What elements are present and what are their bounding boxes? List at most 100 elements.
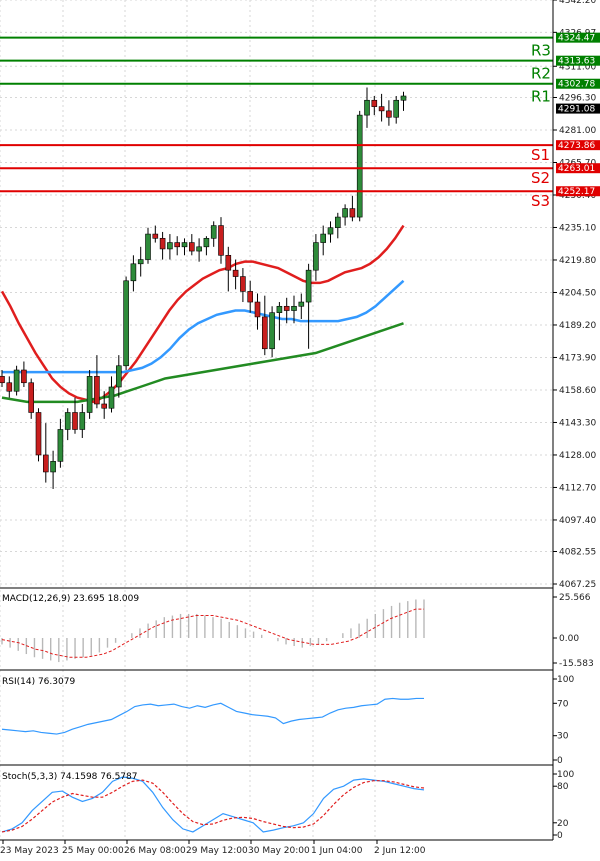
candle bbox=[101, 391, 107, 419]
y-tick-label: 4173.90 bbox=[559, 353, 596, 363]
candle bbox=[13, 365, 20, 396]
candle bbox=[225, 246, 232, 292]
last-price-tag bbox=[556, 103, 600, 114]
y-tick-label: 4342.20 bbox=[559, 0, 596, 6]
candle bbox=[247, 280, 253, 313]
candle-body-up bbox=[108, 386, 115, 409]
x-tick-label: 2 Jun 12:00 bbox=[374, 846, 426, 856]
candle-body-down bbox=[283, 305, 290, 311]
level-price-tag bbox=[556, 32, 600, 43]
candle-body-down bbox=[225, 255, 232, 271]
candle bbox=[393, 96, 400, 124]
candle bbox=[0, 370, 5, 387]
candle bbox=[189, 234, 195, 256]
level-price-tag bbox=[556, 163, 600, 174]
candle bbox=[371, 96, 378, 116]
candle bbox=[349, 195, 356, 222]
candle-body-up bbox=[364, 99, 370, 116]
candle bbox=[305, 263, 312, 349]
y-tick-label: 4219.80 bbox=[559, 256, 596, 266]
last-price-label: 4291.08 bbox=[558, 105, 595, 115]
candle bbox=[313, 234, 319, 281]
stoch-y-tick-label: 0 bbox=[557, 831, 563, 841]
candle-body-up bbox=[145, 233, 151, 260]
candle bbox=[218, 217, 224, 264]
candle bbox=[364, 87, 370, 128]
candle bbox=[50, 450, 56, 489]
candle bbox=[342, 204, 348, 226]
candle-body-up bbox=[400, 95, 407, 101]
candle bbox=[116, 355, 122, 398]
candle bbox=[79, 403, 86, 438]
candle-body-up bbox=[298, 301, 305, 307]
candle bbox=[28, 378, 35, 419]
candle bbox=[400, 91, 407, 111]
candle bbox=[283, 297, 290, 324]
candle-body-up bbox=[210, 225, 217, 239]
candle-body-down bbox=[218, 225, 224, 256]
candle-body-up bbox=[50, 461, 56, 473]
level-price-tag bbox=[556, 55, 600, 66]
candle bbox=[196, 238, 202, 262]
candle-body-up bbox=[64, 412, 71, 430]
candle bbox=[130, 255, 137, 292]
candle-body-down bbox=[240, 276, 246, 292]
candle-body-down bbox=[152, 233, 159, 239]
y-tick-label: 4082.55 bbox=[559, 548, 596, 558]
candle-body-down bbox=[6, 382, 13, 392]
candle-body-down bbox=[159, 238, 166, 250]
stoch-title: Stoch(5,3,3) 74.1598 76.5787 bbox=[2, 772, 137, 782]
ma-green-line bbox=[1, 322, 404, 404]
candle-body-down bbox=[371, 99, 378, 107]
x-tick-label: 25 May 00:00 bbox=[62, 846, 124, 856]
candle-body-down bbox=[247, 291, 253, 303]
level-price-tag bbox=[556, 78, 600, 89]
candle-body-up bbox=[203, 238, 210, 248]
candle-body-up bbox=[291, 305, 297, 311]
candle bbox=[232, 259, 239, 290]
candle-body-down bbox=[35, 412, 42, 456]
candle-body-up bbox=[167, 242, 173, 250]
candle-body-down bbox=[94, 376, 100, 405]
candle-body-down bbox=[21, 369, 27, 384]
candle bbox=[145, 227, 151, 264]
stoch-signal-line bbox=[1, 779, 425, 833]
candle bbox=[334, 212, 341, 239]
x-tick-label: 23 May 2023 bbox=[0, 846, 59, 856]
macd-y-tick-label: 0.00 bbox=[559, 634, 579, 644]
candle-body-down bbox=[101, 403, 107, 409]
level-label-r3: R3 bbox=[531, 42, 551, 60]
rsi-line bbox=[1, 697, 424, 735]
candle bbox=[261, 295, 268, 356]
candle-body-up bbox=[305, 269, 312, 303]
candle-body-down bbox=[349, 208, 356, 218]
candle bbox=[57, 418, 64, 468]
y-tick-label: 4128.00 bbox=[559, 451, 596, 461]
candle-body-up bbox=[196, 246, 202, 252]
candle bbox=[320, 225, 327, 256]
level-price-label: 4302.78 bbox=[558, 80, 595, 90]
level-price-label: 4324.47 bbox=[558, 34, 595, 44]
candle-body-up bbox=[79, 412, 86, 430]
stoch-y-tick-label: 100 bbox=[557, 770, 574, 780]
y-tick-label: 4189.20 bbox=[559, 321, 596, 331]
stoch-y-tick-label: 80 bbox=[557, 782, 569, 792]
candle-body-down bbox=[72, 412, 78, 430]
candle-body-up bbox=[57, 429, 64, 462]
candle bbox=[42, 423, 49, 483]
candle bbox=[174, 236, 180, 256]
ma-blue-line bbox=[2, 279, 405, 374]
candle bbox=[203, 236, 210, 256]
y-tick-label: 4158.60 bbox=[559, 386, 596, 396]
candle bbox=[291, 295, 297, 324]
level-price-label: 4252.17 bbox=[558, 187, 595, 197]
candle bbox=[210, 221, 217, 247]
candle-body-down bbox=[261, 316, 268, 350]
ma-red-line bbox=[0, 224, 405, 404]
level-price-label: 4313.63 bbox=[558, 57, 595, 67]
candle bbox=[159, 231, 166, 260]
candle bbox=[72, 397, 78, 434]
candle bbox=[6, 376, 13, 398]
y-tick-label: 4296.30 bbox=[559, 93, 596, 103]
candle-body-up bbox=[181, 242, 188, 248]
